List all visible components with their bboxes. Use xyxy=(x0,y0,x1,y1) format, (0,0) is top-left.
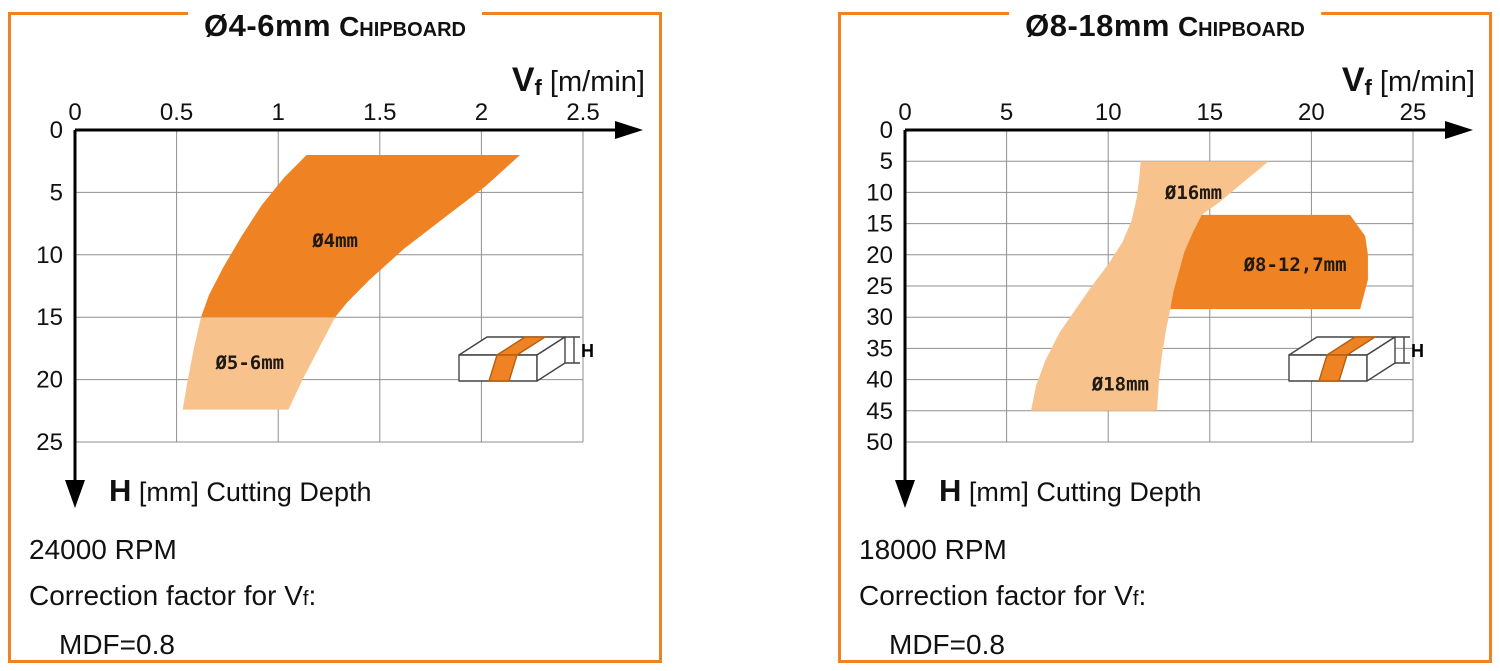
vf-unit: [m/min] xyxy=(1371,66,1475,98)
x-axis-title: Vf [m/min] xyxy=(512,61,645,101)
x-tick-label: 2 xyxy=(475,99,488,126)
y-tick-label: 5 xyxy=(50,179,63,206)
correction-text: Correction factor for V xyxy=(859,580,1133,611)
correction-factor-label: Correction factor for Vf: xyxy=(29,573,316,622)
y-tick-label: 5 xyxy=(880,148,893,175)
x-axis-arrow xyxy=(615,121,643,139)
chart-notes: 18000 RPM Correction factor for Vf: MDF=… xyxy=(859,527,1146,668)
workpiece-face xyxy=(488,354,518,382)
workpiece-face xyxy=(565,336,580,364)
y-tick-label: 0 xyxy=(880,117,893,144)
workpiece-face xyxy=(1318,354,1348,382)
workpiece-depth-icon: H xyxy=(458,336,594,382)
x-tick-label: 15 xyxy=(1196,99,1223,126)
y-tick-label: 40 xyxy=(866,367,893,394)
workpiece-face xyxy=(1395,336,1410,364)
y-tick-label: 10 xyxy=(36,242,63,269)
chart-panel-4-6mm: Ø4-6mm Chipboard Vf [m/min] Ø5-6mm Ø4mm 0 0.… xyxy=(8,7,662,663)
h-unit: [mm] Cutting Depth xyxy=(961,477,1202,507)
panel-title: Ø8-18mm Chipboard xyxy=(1009,7,1321,51)
region-label: Ø16mm xyxy=(1164,182,1222,204)
y-axis-title: H [mm] Cutting Depth xyxy=(939,473,1201,509)
x-tick-label: 0 xyxy=(68,99,81,126)
y-tick-label: 45 xyxy=(866,398,893,425)
y-axis-arrow xyxy=(65,480,85,508)
speed-region-Ø4mm xyxy=(201,155,520,318)
x-tick-label: 2.5 xyxy=(566,99,599,126)
vf-symbol: V xyxy=(511,61,535,99)
correction-factor-label: Correction factor for Vf: xyxy=(859,573,1146,622)
x-tick-label: 0.5 xyxy=(160,99,193,126)
y-tick-label: 15 xyxy=(866,211,893,238)
y-tick-label: 25 xyxy=(866,273,893,300)
x-axis-arrow xyxy=(1445,121,1473,139)
mdf-value: MDF=0.8 xyxy=(59,629,175,660)
h-symbol: H xyxy=(109,473,132,508)
x-tick-label: 1.5 xyxy=(363,99,396,126)
panel-title: Ø4-6mm Chipboard xyxy=(188,7,482,51)
y-tick-label: 20 xyxy=(36,367,63,394)
icon-h-label: H xyxy=(1411,341,1424,361)
y-tick-label: 50 xyxy=(866,429,893,456)
y-tick-label: 25 xyxy=(36,429,63,456)
x-tick-label: 5 xyxy=(1000,99,1013,126)
title-material: Chipboard xyxy=(1177,11,1305,42)
x-tick-label: 1 xyxy=(272,99,285,126)
correction-colon: : xyxy=(308,580,317,611)
x-axis-title: Vf [m/min] xyxy=(1342,61,1475,101)
mdf-value: MDF=0.8 xyxy=(889,629,1005,660)
region-label: Ø5-6mm xyxy=(214,352,284,374)
correction-subscript: f xyxy=(302,588,309,610)
x-tick-label: 25 xyxy=(1400,99,1427,126)
title-diameter-range: Ø8-18mm xyxy=(1025,8,1170,43)
rpm-value: 18000 RPM xyxy=(859,534,1007,565)
h-unit: [mm] Cutting Depth xyxy=(131,477,372,507)
vf-subscript: f xyxy=(534,74,542,100)
region-label: Ø8-12,7mm xyxy=(1243,254,1347,276)
vf-unit: [m/min] xyxy=(541,66,645,98)
speed-region-Ø16mm xyxy=(1031,161,1269,411)
y-tick-label: 35 xyxy=(866,335,893,362)
y-tick-label: 30 xyxy=(866,304,893,331)
vf-subscript: f xyxy=(1364,74,1372,100)
y-axis-title: H [mm] Cutting Depth xyxy=(109,473,371,509)
vf-symbol: V xyxy=(1341,61,1365,99)
chart-notes: 24000 RPM Correction factor for Vf: MDF=… xyxy=(29,527,316,668)
icon-h-label: H xyxy=(581,341,594,361)
x-tick-label: 10 xyxy=(1095,99,1122,126)
title-material: Chipboard xyxy=(339,11,466,42)
y-axis-arrow xyxy=(895,480,915,508)
y-tick-label: 15 xyxy=(36,304,63,331)
correction-subscript: f xyxy=(1132,588,1139,610)
h-symbol: H xyxy=(939,473,962,508)
y-tick-label: 20 xyxy=(866,242,893,269)
correction-text: Correction factor for V xyxy=(29,580,303,611)
chart-canvas: Ø5-6mm Ø4mm 0 0.5 1 1.5 2 2.5 0 5 10 15 20 25 H xyxy=(36,99,643,508)
speed-region-Ø5-6mm xyxy=(182,317,336,410)
region-label: Ø18mm xyxy=(1091,373,1149,395)
region-label: Ø4mm xyxy=(311,230,358,252)
y-tick-label: 10 xyxy=(866,179,893,206)
y-tick-label: 0 xyxy=(50,117,63,144)
x-tick-label: 20 xyxy=(1298,99,1325,126)
workpiece-depth-icon: H xyxy=(1288,336,1424,382)
x-tick-label: 0 xyxy=(898,99,911,126)
rpm-value: 24000 RPM xyxy=(29,534,177,565)
correction-colon: : xyxy=(1138,580,1147,611)
chart-panel-8-18mm: Ø8-18mm Chipboard Vf [m/min] Ø16mm Ø18mm Ø8… xyxy=(838,7,1492,663)
title-diameter-range: Ø4-6mm xyxy=(204,8,332,43)
speed-region-Ø8-12,7mm xyxy=(1170,214,1368,310)
